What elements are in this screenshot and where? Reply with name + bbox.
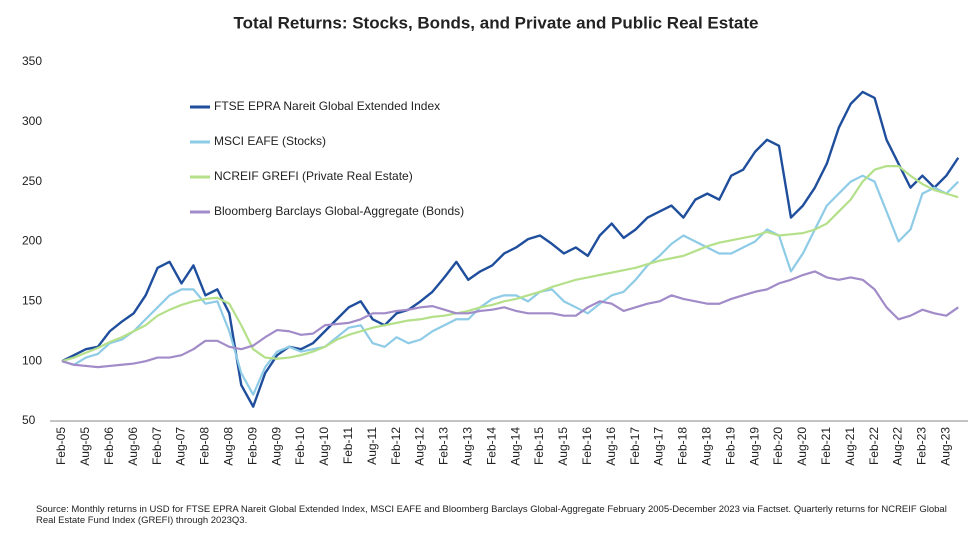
x-tick-label: Feb-09 [245,427,259,465]
x-tick-label: Feb-13 [437,427,451,465]
x-tick-label: Aug-11 [365,427,379,465]
x-tick-label: Feb-14 [484,427,498,465]
x-tick-label: Feb-12 [389,427,403,465]
y-tick-label: 150 [22,294,42,308]
x-tick-label: Aug-06 [126,427,140,466]
series-line [61,270,959,369]
y-tick-label: 50 [22,413,36,427]
x-tick-label: Aug-15 [556,427,570,466]
x-tick-label: Aug-14 [508,427,522,466]
series-line [61,174,960,396]
x-tick-label: Aug-16 [604,427,618,466]
y-tick-label: 100 [22,353,42,367]
x-tick-label: Aug-09 [269,427,283,466]
x-tick-label: Aug-13 [460,427,474,466]
x-tick-label: Aug-21 [843,427,857,466]
source-note-box: Source: Monthly returns in USD for FTSE … [36,504,947,526]
x-tick-label: Feb-15 [532,427,546,465]
x-tick-label: Aug-19 [747,427,761,466]
x-tick-label: Feb-21 [819,427,833,465]
series-line [61,165,959,363]
x-tick-label: Aug-20 [795,427,809,466]
y-tick-label: 300 [22,114,42,128]
x-tick-label: Feb-05 [54,427,68,465]
source-note: Source: Monthly returns in USD for FTSE … [36,504,947,526]
x-tick-label: Feb-07 [150,427,164,465]
x-tick-label: Aug-17 [652,427,666,466]
x-tick-label: Feb-18 [676,427,690,465]
x-tick-label: Aug-08 [221,427,235,466]
chart-title: Total Returns: Stocks, Bonds, and Privat… [234,13,759,32]
x-tick-label: Aug-05 [78,427,92,466]
x-tick-label: Aug-22 [891,427,905,466]
x-tick-label: Feb-20 [771,427,785,465]
legend-label: Bloomberg Barclays Global-Aggregate (Bon… [214,204,464,218]
x-tick-label: Feb-22 [867,427,881,465]
x-tick-label: Aug-12 [413,427,427,466]
x-tick-label: Aug-18 [699,427,713,466]
x-tick-label: Feb-23 [915,427,929,465]
x-tick-label: Feb-19 [723,427,737,465]
legend-label: MSCI EAFE (Stocks) [214,134,326,148]
x-tick-label: Feb-10 [293,427,307,465]
y-tick-label: 200 [22,234,42,248]
y-tick-label: 250 [22,174,42,188]
legend-label: NCREIF GREFI (Private Real Estate) [214,169,413,183]
x-tick-label: Feb-08 [198,427,212,465]
x-tick-label: Feb-06 [102,427,116,465]
legend-label: FTSE EPRA Nareit Global Extended Index [214,99,440,113]
x-tick-label: Aug-23 [938,427,952,466]
x-tick-label: Aug-10 [317,427,331,466]
y-tick-label: 350 [22,54,42,68]
x-tick-label: Feb-17 [628,427,642,465]
x-tick-label: Feb-11 [341,427,355,464]
series-line [61,90,960,408]
x-tick-label: Aug-07 [174,427,188,466]
x-tick-label: Feb-16 [580,427,594,465]
